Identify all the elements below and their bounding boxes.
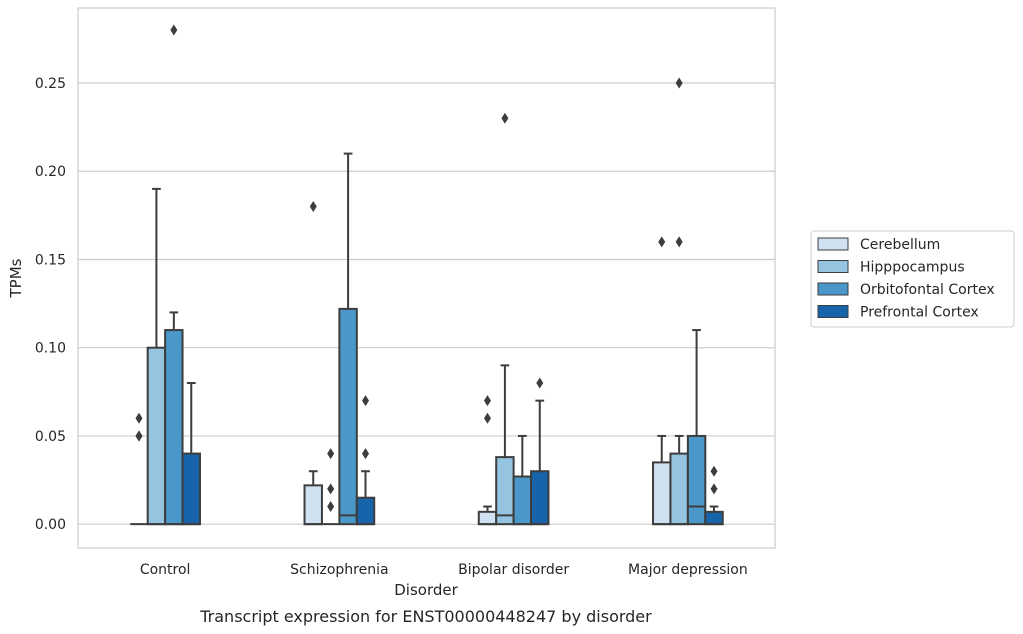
x-tick-label: Schizophrenia [290, 562, 388, 578]
legend-swatch [817, 260, 849, 273]
outlier-point [675, 236, 683, 248]
legend-items: Cerebellum Hipppocampus Orbitofontal Corte… [817, 237, 995, 321]
box [355, 496, 376, 526]
outlier-point [658, 236, 666, 248]
box [146, 346, 167, 526]
outlier-point [536, 377, 544, 389]
outlier-point [309, 201, 317, 213]
box [338, 307, 358, 526]
box-group [669, 77, 689, 526]
box [704, 510, 724, 526]
box-group [495, 112, 515, 526]
outlier-point [170, 24, 178, 36]
outlier-point [501, 112, 509, 124]
box-group [355, 395, 376, 526]
legend-label: Prefrontal Cortex [860, 305, 979, 321]
outlier-point [362, 448, 370, 460]
box [669, 452, 689, 526]
y-axis-label: TPMs [7, 258, 25, 298]
box [530, 470, 550, 526]
box-group [338, 152, 358, 526]
outlier-point [327, 483, 335, 495]
box [512, 475, 533, 526]
box-group [512, 434, 533, 526]
box-group [652, 236, 672, 526]
legend-swatch [817, 305, 849, 318]
y-tick-label: 0.10 [35, 341, 66, 357]
outlier-point [675, 77, 683, 89]
box-group [164, 24, 184, 526]
legend-label: Cerebellum [860, 237, 940, 253]
outlier-point [710, 465, 718, 477]
outlier-point [710, 483, 718, 495]
outlier-point [362, 395, 370, 407]
legend-label: Orbitofontal Cortex [860, 282, 995, 298]
outlier-point [135, 430, 143, 442]
box-group [530, 377, 550, 526]
y-tick-label: 0.05 [35, 429, 66, 445]
outlier-point [327, 501, 335, 513]
box-group [130, 412, 148, 526]
legend-swatch [817, 237, 849, 251]
box-group [321, 448, 340, 526]
x-tick-label: Control [140, 562, 191, 578]
box [686, 434, 707, 526]
y-axis-ticks: 0.00 0.05 0.10 0.15 0.20 0.25 [35, 76, 66, 533]
box-group [704, 465, 724, 526]
x-tick-label: Major depression [628, 562, 748, 578]
x-axis-ticks: Control Schizophrenia Bipolar disorder Majo… [140, 562, 748, 578]
box-group [686, 329, 707, 526]
legend-label: Hipppocampus [860, 260, 965, 276]
chart-caption: Transcript expression for ENST0000044824… [199, 607, 652, 626]
y-tick-label: 0.00 [35, 517, 66, 533]
y-tick-label: 0.20 [35, 164, 66, 180]
box-group [181, 382, 201, 526]
outlier-point [135, 412, 143, 424]
boxes [130, 24, 724, 526]
box-group [477, 395, 498, 526]
legend-swatch [817, 282, 849, 296]
box [303, 484, 323, 526]
box [164, 329, 184, 526]
box [652, 461, 672, 526]
outlier-point [483, 412, 491, 424]
box-group [303, 201, 323, 526]
legend-frame [810, 230, 1015, 328]
box-group [146, 187, 167, 526]
y-tick-label: 0.25 [35, 76, 66, 92]
box [477, 510, 498, 526]
plot-frame [77, 7, 776, 549]
y-tick-label: 0.15 [35, 252, 66, 268]
outlier-point [327, 448, 335, 460]
x-tick-label: Bipolar disorder [458, 562, 569, 578]
box [495, 456, 515, 526]
outlier-point [483, 395, 491, 407]
x-axis-label: Disorder [394, 581, 458, 599]
box [181, 452, 201, 526]
legend: Cerebellum Hipppocampus Orbitofontal Corte… [810, 230, 1015, 328]
